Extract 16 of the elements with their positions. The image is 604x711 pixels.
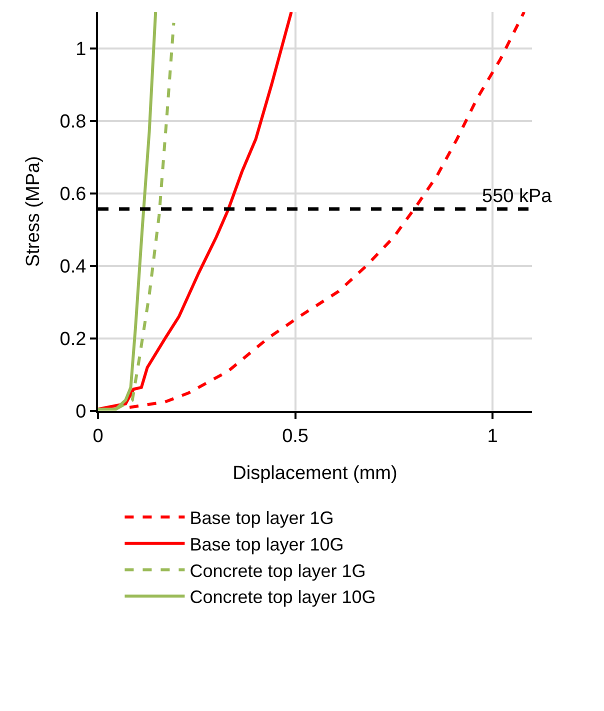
x-tick-label: 0.5 xyxy=(282,426,308,447)
y-tick-label: 0 xyxy=(76,402,86,423)
x-tick-label: 1 xyxy=(487,426,498,447)
ref-line-label: 550 kPa xyxy=(482,186,552,207)
legend-label: Concrete top layer 1G xyxy=(190,560,366,581)
y-tick-label: 0.2 xyxy=(60,329,86,350)
legend-label: Base top layer 10G xyxy=(190,534,344,554)
y-tick-label: 0.4 xyxy=(60,256,87,278)
x-axis-title: Displacement (mm) xyxy=(232,463,398,484)
y-tick-label: 0.8 xyxy=(60,111,86,132)
x-tick-label: 0 xyxy=(92,426,104,447)
y-tick-label: 0.6 xyxy=(60,184,86,206)
y-axis-title: Stress (MPa) xyxy=(23,156,44,267)
legend-label: Base top layer 1G xyxy=(190,508,334,528)
y-tick-label: 1 xyxy=(76,38,86,60)
legend-label: Concrete top layer 10G xyxy=(190,587,376,608)
